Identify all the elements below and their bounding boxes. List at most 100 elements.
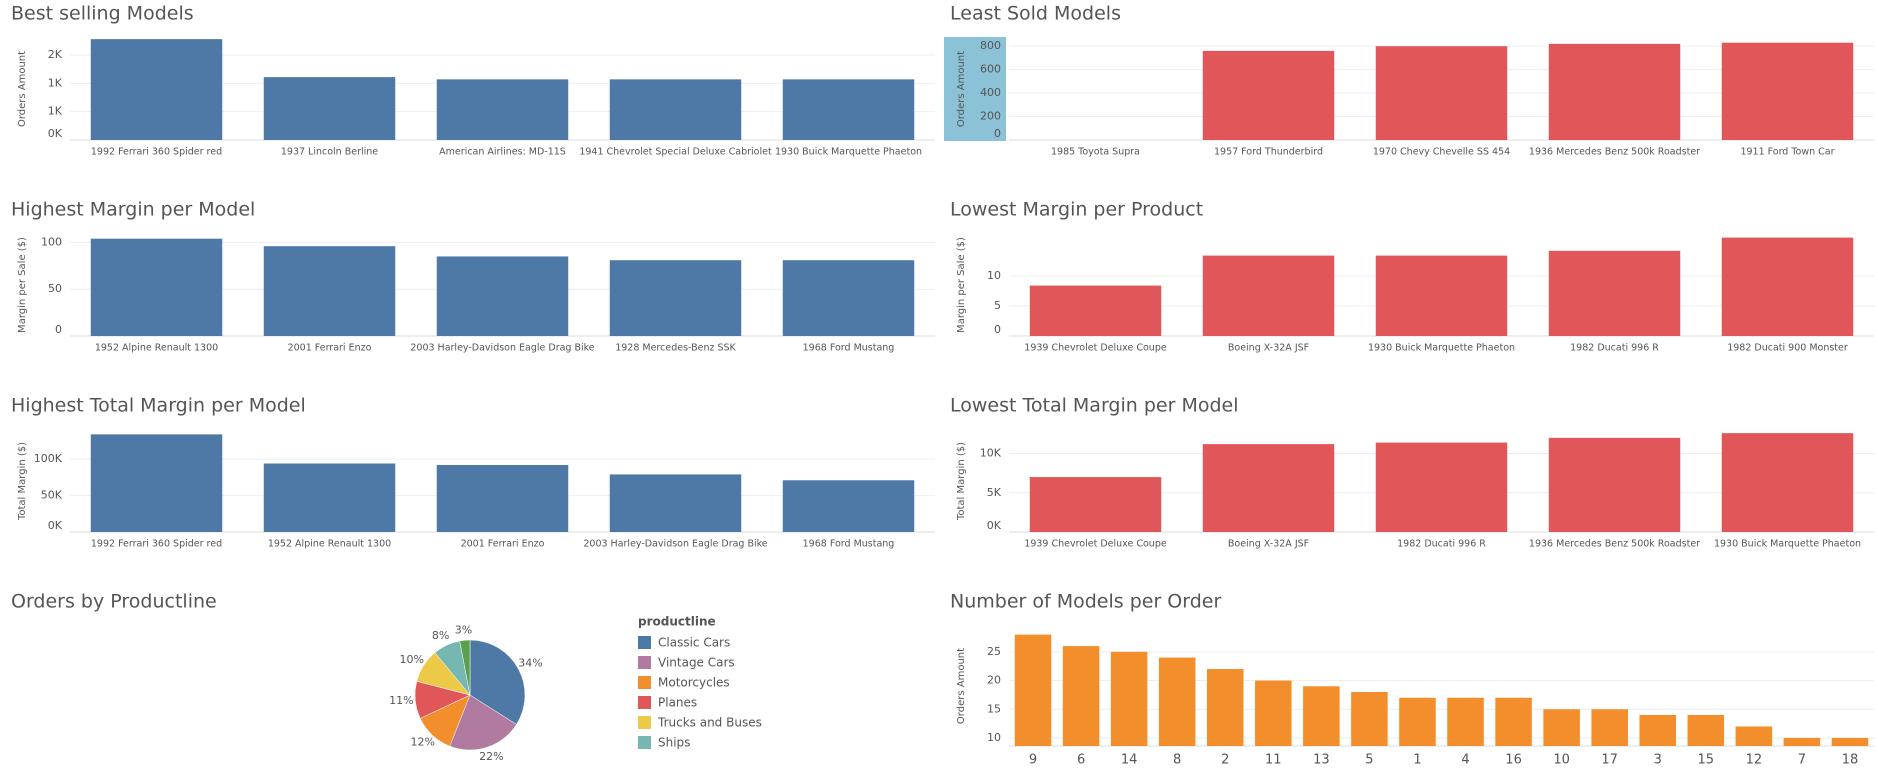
y-tick-label: 50 xyxy=(48,282,62,295)
x-tick-label: 13 xyxy=(1313,753,1330,768)
y-tick-label: 10 xyxy=(987,731,1001,744)
x-tick-label: 1 xyxy=(1413,753,1421,768)
bar xyxy=(1062,646,1100,746)
x-tick-label: 1952 Alpine Renault 1300 xyxy=(268,539,391,550)
x-tick-label: 1968 Ford Mustang xyxy=(803,343,895,354)
bar xyxy=(1548,437,1681,532)
bar xyxy=(1399,697,1436,746)
x-tick-label: 12 xyxy=(1746,753,1763,768)
y-tick-label: 1K xyxy=(48,105,63,118)
x-tick-label: 5 xyxy=(1365,753,1373,768)
x-tick-label: Boeing X-32A JSF xyxy=(1228,539,1309,550)
legend-title: productline xyxy=(638,615,716,629)
x-tick-label: 2003 Harley-Davidson Eagle Drag Bike xyxy=(583,539,767,550)
x-tick-label: 15 xyxy=(1698,753,1715,768)
bar xyxy=(263,463,396,532)
bar xyxy=(1202,444,1335,532)
x-tick-label: 1952 Alpine Renault 1300 xyxy=(95,343,218,354)
bar xyxy=(1591,709,1628,746)
bar xyxy=(1831,737,1869,746)
y-axis-label: Orders Amount xyxy=(956,648,967,724)
y-axis-label: Margin per Sale ($) xyxy=(17,237,28,333)
slice-label: 10% xyxy=(400,653,424,666)
x-tick-label: 2001 Ferrari Enzo xyxy=(461,539,545,550)
y-tick-label: 15 xyxy=(987,702,1001,715)
chart-title: Best selling Models xyxy=(11,3,194,25)
x-tick-label: 1930 Buick Marquette Phaeton xyxy=(1714,539,1861,550)
x-tick-label: 1930 Buick Marquette Phaeton xyxy=(775,147,922,158)
y-tick-label: 800 xyxy=(980,39,1001,52)
x-tick-label: 6 xyxy=(1077,753,1085,768)
legend-swatch xyxy=(638,636,651,649)
bar xyxy=(263,77,396,140)
chart-title: Lowest Total Margin per Model xyxy=(950,395,1239,417)
chart-title: Lowest Margin per Product xyxy=(950,199,1203,221)
bar xyxy=(1110,651,1148,746)
legend-label: Motorcycles xyxy=(658,676,730,690)
x-tick-label: 3 xyxy=(1654,753,1662,768)
x-tick-label: 8 xyxy=(1173,753,1181,768)
chart-title: Least Sold Models xyxy=(950,3,1121,25)
y-axis-label: Total Margin ($) xyxy=(17,442,28,521)
x-tick-label: 10 xyxy=(1553,753,1570,768)
bar xyxy=(1783,737,1821,746)
chart-title: Number of Models per Order xyxy=(950,591,1221,613)
bar xyxy=(1014,634,1052,746)
y-tick-label: 25 xyxy=(987,645,1001,658)
bar xyxy=(1721,433,1854,532)
bar xyxy=(782,480,915,532)
x-tick-label: 1941 Chevrolet Special Deluxe Cabriolet xyxy=(579,147,772,158)
bar xyxy=(1029,285,1162,336)
x-tick-label: 1982 Ducati 900 Monster xyxy=(1727,343,1848,354)
y-tick-label: 50K xyxy=(41,489,63,502)
x-tick-label: 1985 Toyota Supra xyxy=(1051,147,1140,158)
y-tick-label: 10K xyxy=(980,447,1002,460)
bar xyxy=(609,79,742,140)
x-tick-label: 1939 Chevrolet Deluxe Coupe xyxy=(1024,343,1167,354)
x-tick-label: 11 xyxy=(1265,753,1282,768)
y-tick-label: 100K xyxy=(34,452,63,465)
bar xyxy=(1206,669,1244,746)
bar xyxy=(1375,255,1508,336)
bar xyxy=(1687,714,1725,746)
y-axis-label: Orders Amount xyxy=(956,51,967,127)
chart-title: Orders by Productline xyxy=(11,591,217,613)
bar xyxy=(1548,43,1681,140)
legend-label: Ships xyxy=(658,736,690,750)
slice-label: 22% xyxy=(479,750,503,763)
bar xyxy=(609,474,742,532)
y-axis-label: Margin per Sale ($) xyxy=(956,237,967,333)
bar xyxy=(1303,686,1340,746)
y-tick-label: 400 xyxy=(980,86,1001,99)
x-tick-label: 9 xyxy=(1029,753,1037,768)
x-tick-label: 1982 Ducati 996 R xyxy=(1397,539,1486,550)
x-tick-label: 1992 Ferrari 360 Spider red xyxy=(91,539,222,550)
x-tick-label: 1930 Buick Marquette Phaeton xyxy=(1368,343,1515,354)
slice-label: 3% xyxy=(455,623,472,636)
legend-swatch xyxy=(638,716,651,729)
x-tick-label: 1928 Mercedes-Benz SSK xyxy=(615,343,736,354)
y-tick-label: 20 xyxy=(987,674,1001,687)
bar xyxy=(436,464,569,532)
y-tick-label: 600 xyxy=(980,63,1001,76)
pie-slice xyxy=(459,639,471,696)
axis-highlight xyxy=(944,37,1006,141)
y-tick-label: 0 xyxy=(994,127,1001,140)
chart-title: Highest Total Margin per Model xyxy=(11,395,306,417)
bar xyxy=(1735,726,1773,746)
bar xyxy=(1375,46,1508,141)
x-tick-label: 1992 Ferrari 360 Spider red xyxy=(91,147,222,158)
y-tick-label: 200 xyxy=(980,110,1001,123)
bar xyxy=(1029,477,1162,532)
x-tick-label: Boeing X-32A JSF xyxy=(1228,343,1309,354)
x-tick-label: 1970 Chevy Chevelle SS 454 xyxy=(1373,147,1510,158)
x-tick-label: 1968 Ford Mustang xyxy=(803,539,895,550)
bar xyxy=(263,246,396,336)
x-tick-label: 18 xyxy=(1842,753,1859,768)
x-tick-label: 1957 Ford Thunderbird xyxy=(1214,147,1323,158)
x-tick-label: 17 xyxy=(1601,753,1618,768)
x-tick-label: 1936 Mercedes Benz 500k Roadster xyxy=(1529,147,1700,158)
pie-slice xyxy=(469,639,526,725)
x-tick-label: 1939 Chevrolet Deluxe Coupe xyxy=(1024,539,1167,550)
